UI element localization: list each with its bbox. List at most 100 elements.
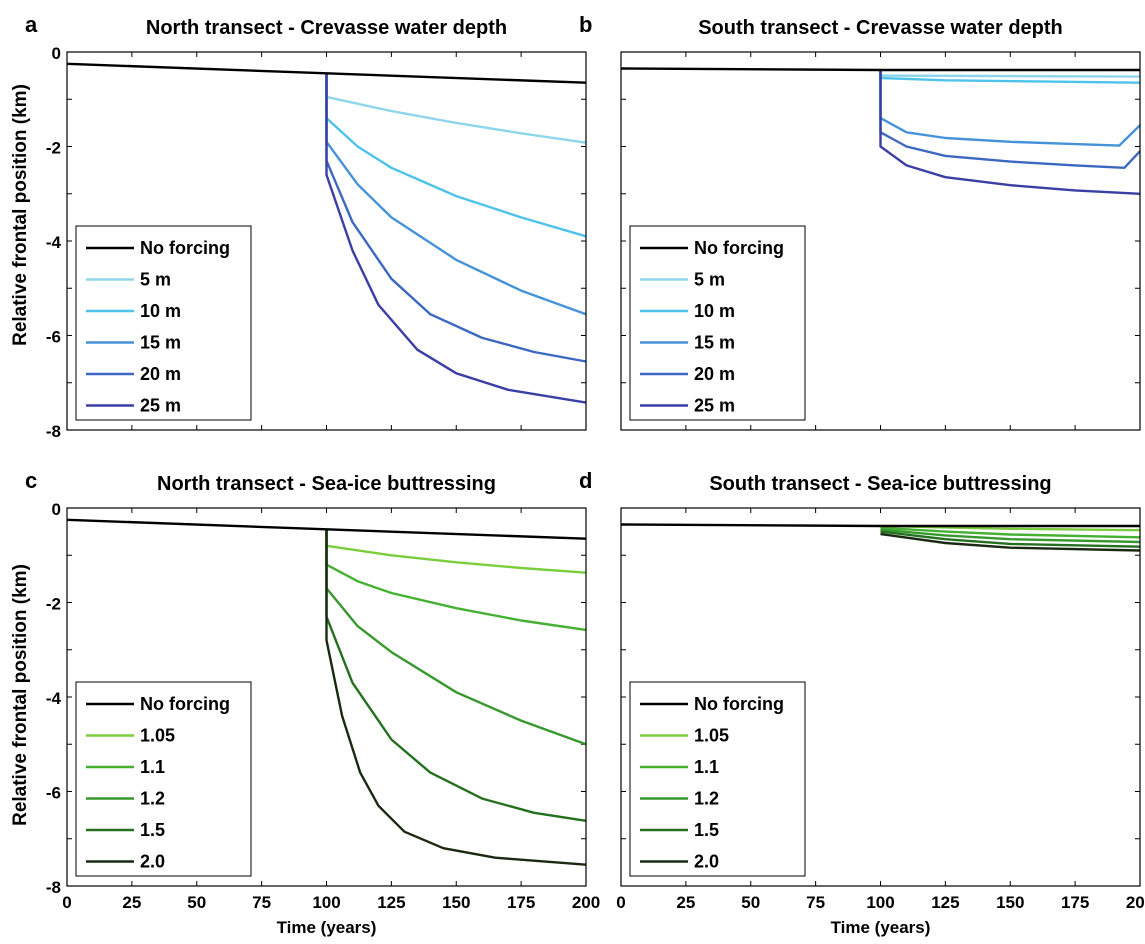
y-tick-label: 0 — [52, 44, 61, 63]
legend-entry: 1.1 — [140, 757, 165, 777]
y-tick-label: -4 — [46, 689, 62, 708]
series-line — [325, 73, 587, 144]
chart-title: South transect - Sea-ice buttressing — [709, 473, 1051, 495]
y-tick-label: -6 — [46, 784, 61, 803]
legend-entry: 15 m — [694, 333, 735, 353]
legend-entry: No forcing — [694, 694, 784, 714]
x-tick-label: 200 — [572, 893, 600, 912]
legend-entry: No forcing — [694, 238, 784, 258]
plot-frame — [66, 51, 587, 431]
series-line — [66, 62, 587, 84]
x-tick-label: 25 — [676, 893, 695, 912]
plot-frame — [66, 507, 587, 887]
legend-entry: 20 m — [694, 364, 735, 384]
panel-c: c North transect - Sea-ice buttressing 0 -2… — [25, 468, 600, 937]
y-tick-label: -6 — [46, 328, 61, 347]
series-line — [620, 523, 1140, 528]
legend-entry: No forcing — [140, 238, 230, 258]
x-tick-label: 200 — [1126, 893, 1145, 912]
y-axis-label-bottom: Relative frontal position (km) — [10, 564, 31, 826]
x-tick-label: 150 — [442, 893, 470, 912]
legend-entry: 1.5 — [694, 820, 719, 840]
x-tick-label: 25 — [122, 893, 141, 912]
series-line — [879, 70, 1141, 195]
legend-box — [629, 681, 806, 877]
series-line — [620, 67, 1140, 72]
legend-entry: 1.05 — [140, 726, 175, 746]
x-axis-label: Time (years) — [277, 918, 377, 937]
legend-entry: 2.0 — [140, 852, 165, 872]
legend-entry: 1.2 — [694, 789, 719, 809]
legend-entry: No forcing — [140, 694, 230, 714]
plot-frame — [620, 507, 1141, 887]
legend: No forcing 5 m 10 m 15 m 20 m 25 m — [75, 225, 252, 421]
x-tick-label: 125 — [377, 893, 405, 912]
legend: No forcing 1.05 1.1 1.2 1.5 2.0 — [629, 681, 806, 877]
panel-letter: a — [25, 12, 38, 37]
panel-a: a North transect - Crevasse water depth 0 -… — [25, 12, 587, 441]
x-tick-label: 0 — [616, 893, 625, 912]
legend-entry: 1.5 — [140, 820, 165, 840]
series-line — [325, 73, 587, 238]
series-line — [325, 529, 587, 822]
chart-title: North transect - Crevasse water depth — [146, 17, 507, 39]
panel-b: b South transect - Crevasse water depth No… — [579, 12, 1141, 431]
y-tick-label: -8 — [46, 422, 61, 441]
chart-title: South transect - Crevasse water depth — [698, 17, 1063, 39]
x-tick-label: 50 — [187, 893, 206, 912]
legend-entry: 1.2 — [140, 789, 165, 809]
series-line — [325, 529, 587, 632]
series-line — [879, 70, 1141, 147]
x-tick-label: 75 — [252, 893, 271, 912]
legend-box — [75, 681, 252, 877]
chart-title: North transect - Sea-ice buttressing — [157, 473, 496, 495]
x-tick-label: 100 — [866, 893, 894, 912]
series-line — [325, 73, 587, 363]
x-tick-label: 50 — [741, 893, 760, 912]
legend-box — [75, 225, 252, 421]
x-tick-label: 175 — [1061, 893, 1089, 912]
panel-letter: c — [25, 468, 37, 493]
series-line — [880, 530, 1141, 548]
legend: No forcing 1.05 1.1 1.2 1.5 2.0 — [75, 681, 252, 877]
legend-entry: 25 m — [694, 396, 735, 416]
series-line — [325, 529, 587, 866]
panel-letter: b — [579, 12, 592, 37]
legend-entry: 5 m — [140, 270, 171, 290]
series-line — [880, 532, 1141, 552]
series-line — [66, 518, 587, 540]
x-tick-label: 75 — [806, 893, 825, 912]
series-line — [880, 526, 1141, 539]
x-tick-label: 175 — [507, 893, 535, 912]
series-line — [879, 70, 1141, 170]
x-axis-label: Time (years) — [831, 918, 931, 937]
legend-entry: 10 m — [694, 301, 735, 321]
x-tick-label: 150 — [996, 893, 1024, 912]
legend-entry: 20 m — [140, 364, 181, 384]
plot-frame — [620, 51, 1141, 431]
panel-letter: d — [579, 468, 592, 493]
y-tick-label: -2 — [46, 595, 61, 614]
series-line — [325, 73, 587, 404]
legend-entry: 10 m — [140, 301, 181, 321]
y-tick-label: -2 — [46, 139, 61, 158]
y-tick-label: -4 — [46, 233, 62, 252]
x-tick-label: 0 — [62, 893, 71, 912]
legend-entry: 5 m — [694, 270, 725, 290]
y-tick-label: -8 — [46, 878, 61, 897]
x-tick-label: 125 — [931, 893, 959, 912]
legend-entry: 25 m — [140, 396, 181, 416]
y-axis-label-top: Relative frontal position (km) — [10, 84, 31, 346]
x-tick-label: 100 — [312, 893, 340, 912]
legend-entry: 15 m — [140, 333, 181, 353]
legend-entry: 2.0 — [694, 852, 719, 872]
legend-entry: 1.05 — [694, 726, 729, 746]
legend-box — [629, 225, 806, 421]
panel-d: d South transect - Sea-ice buttressing 0 25… — [579, 468, 1145, 937]
legend-entry: 1.1 — [694, 757, 719, 777]
y-tick-label: 0 — [52, 500, 61, 519]
series-line — [880, 528, 1141, 544]
series-line — [325, 529, 587, 574]
legend: No forcing 5 m 10 m 15 m 20 m 25 m — [629, 225, 806, 421]
